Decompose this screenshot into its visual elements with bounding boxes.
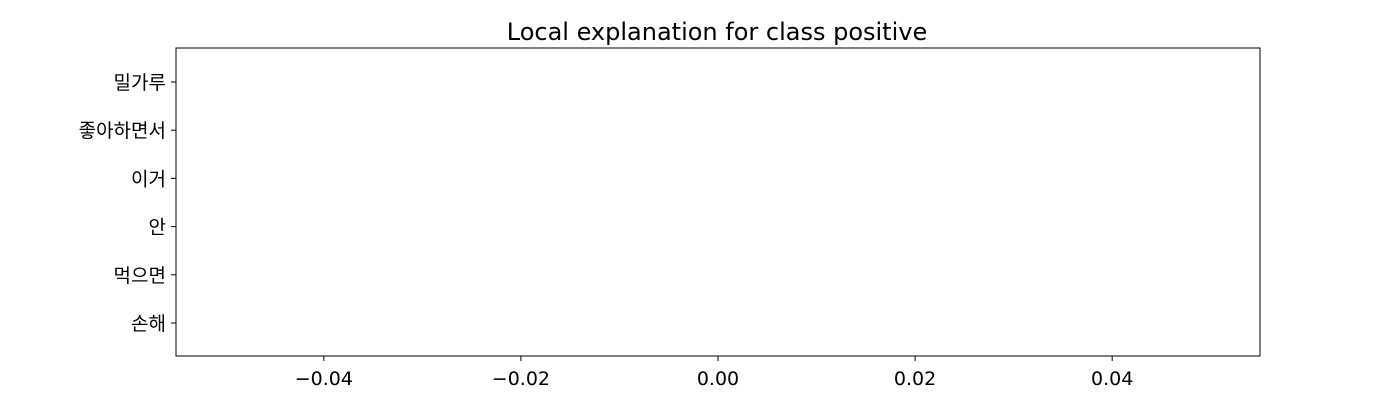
y-tick-label: 좋아하면서 [79, 120, 166, 142]
x-tick-label: 0.02 [894, 368, 936, 390]
chart-title: Local explanation for class positive [507, 18, 927, 46]
plot-area-frame [175, 47, 1261, 357]
x-tick-label: 0.04 [1091, 368, 1133, 390]
y-tick-label: 이거 [131, 168, 166, 190]
x-tick-label: −0.04 [295, 368, 353, 390]
x-tick-label: −0.02 [492, 368, 550, 390]
y-tick-label: 손해 [131, 313, 166, 335]
x-tick-label: 0.00 [697, 368, 739, 390]
y-tick-label: 안 [149, 217, 166, 239]
y-tick-label: 먹으면 [114, 265, 166, 287]
y-tick-label: 밀가루 [114, 72, 166, 94]
x-axis: −0.04 −0.02 0.00 0.02 0.04 [295, 356, 1133, 390]
